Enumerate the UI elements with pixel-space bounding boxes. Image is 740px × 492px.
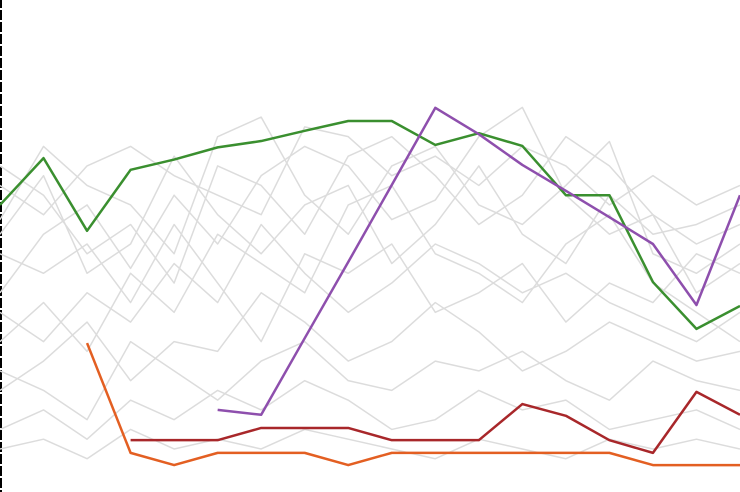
background-line <box>0 155 740 275</box>
highlight-line <box>130 390 740 455</box>
background-line <box>0 223 740 343</box>
background-line <box>0 292 740 392</box>
background-line <box>0 184 740 353</box>
background-line <box>0 126 740 216</box>
background-line <box>0 340 740 421</box>
highlight-line <box>0 119 740 331</box>
background-line <box>0 135 740 284</box>
background-line <box>0 223 740 343</box>
background-line <box>0 106 740 294</box>
highlight-line <box>217 106 740 417</box>
background-line <box>0 379 740 440</box>
background-line <box>0 116 740 275</box>
highlight-line <box>85 342 740 467</box>
